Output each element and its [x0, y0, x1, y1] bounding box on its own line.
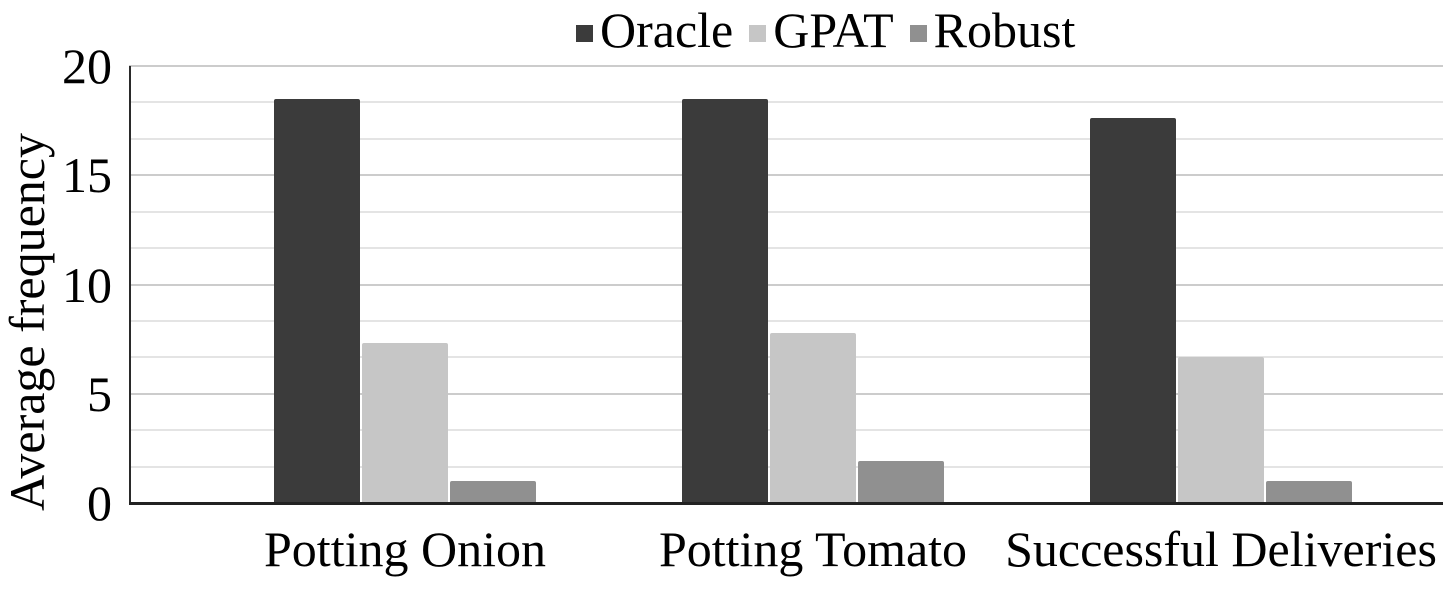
legend-marker-oracle	[576, 24, 593, 42]
gridline-minor	[129, 247, 1443, 249]
category-label-potting-tomato: Potting Tomato	[658, 521, 968, 577]
y-tick-label: 10	[62, 257, 112, 313]
bar-robust-2	[858, 461, 944, 503]
bar-oracle-1	[274, 99, 360, 503]
x-axis-line	[129, 502, 1443, 505]
gridline-major	[129, 284, 1443, 286]
bar-oracle-2	[682, 99, 768, 503]
legend-label-gpat: GPAT	[773, 2, 894, 58]
legend-item-oracle: Oracle	[576, 2, 733, 58]
y-tick-label: 15	[62, 147, 112, 203]
legend-label-oracle: Oracle	[600, 2, 734, 58]
gridline-major	[129, 65, 1443, 67]
bar-gpat-2	[770, 333, 856, 503]
gridline-minor	[129, 101, 1443, 103]
gridline-minor	[129, 320, 1443, 322]
y-tick-label: 5	[87, 366, 112, 422]
legend-marker-gpat	[749, 24, 767, 42]
bar-oracle-3	[1090, 118, 1176, 503]
bar-gpat-1	[362, 343, 448, 503]
legend-item-gpat: GPAT	[749, 2, 894, 58]
category-label-potting-onion: Potting Onion	[264, 521, 546, 577]
plot-area	[129, 65, 1443, 505]
legend-label-robust: Robust	[933, 2, 1076, 58]
gridline-minor	[129, 211, 1443, 213]
legend-marker-robust	[909, 24, 927, 42]
y-tick-label: 0	[87, 475, 112, 531]
legend: Oracle GPAT Robust	[576, 2, 1075, 58]
gridline-minor	[129, 138, 1443, 140]
bar-robust-3	[1266, 481, 1352, 503]
gridline-major	[129, 174, 1443, 176]
y-tick-label: 20	[62, 38, 112, 94]
y-axis-line	[129, 66, 131, 505]
bar-robust-1	[450, 481, 536, 503]
legend-item-robust: Robust	[909, 2, 1076, 58]
bar-gpat-3	[1178, 357, 1264, 503]
category-label-successful-deliveries: Successful Deliveries	[1005, 521, 1437, 577]
